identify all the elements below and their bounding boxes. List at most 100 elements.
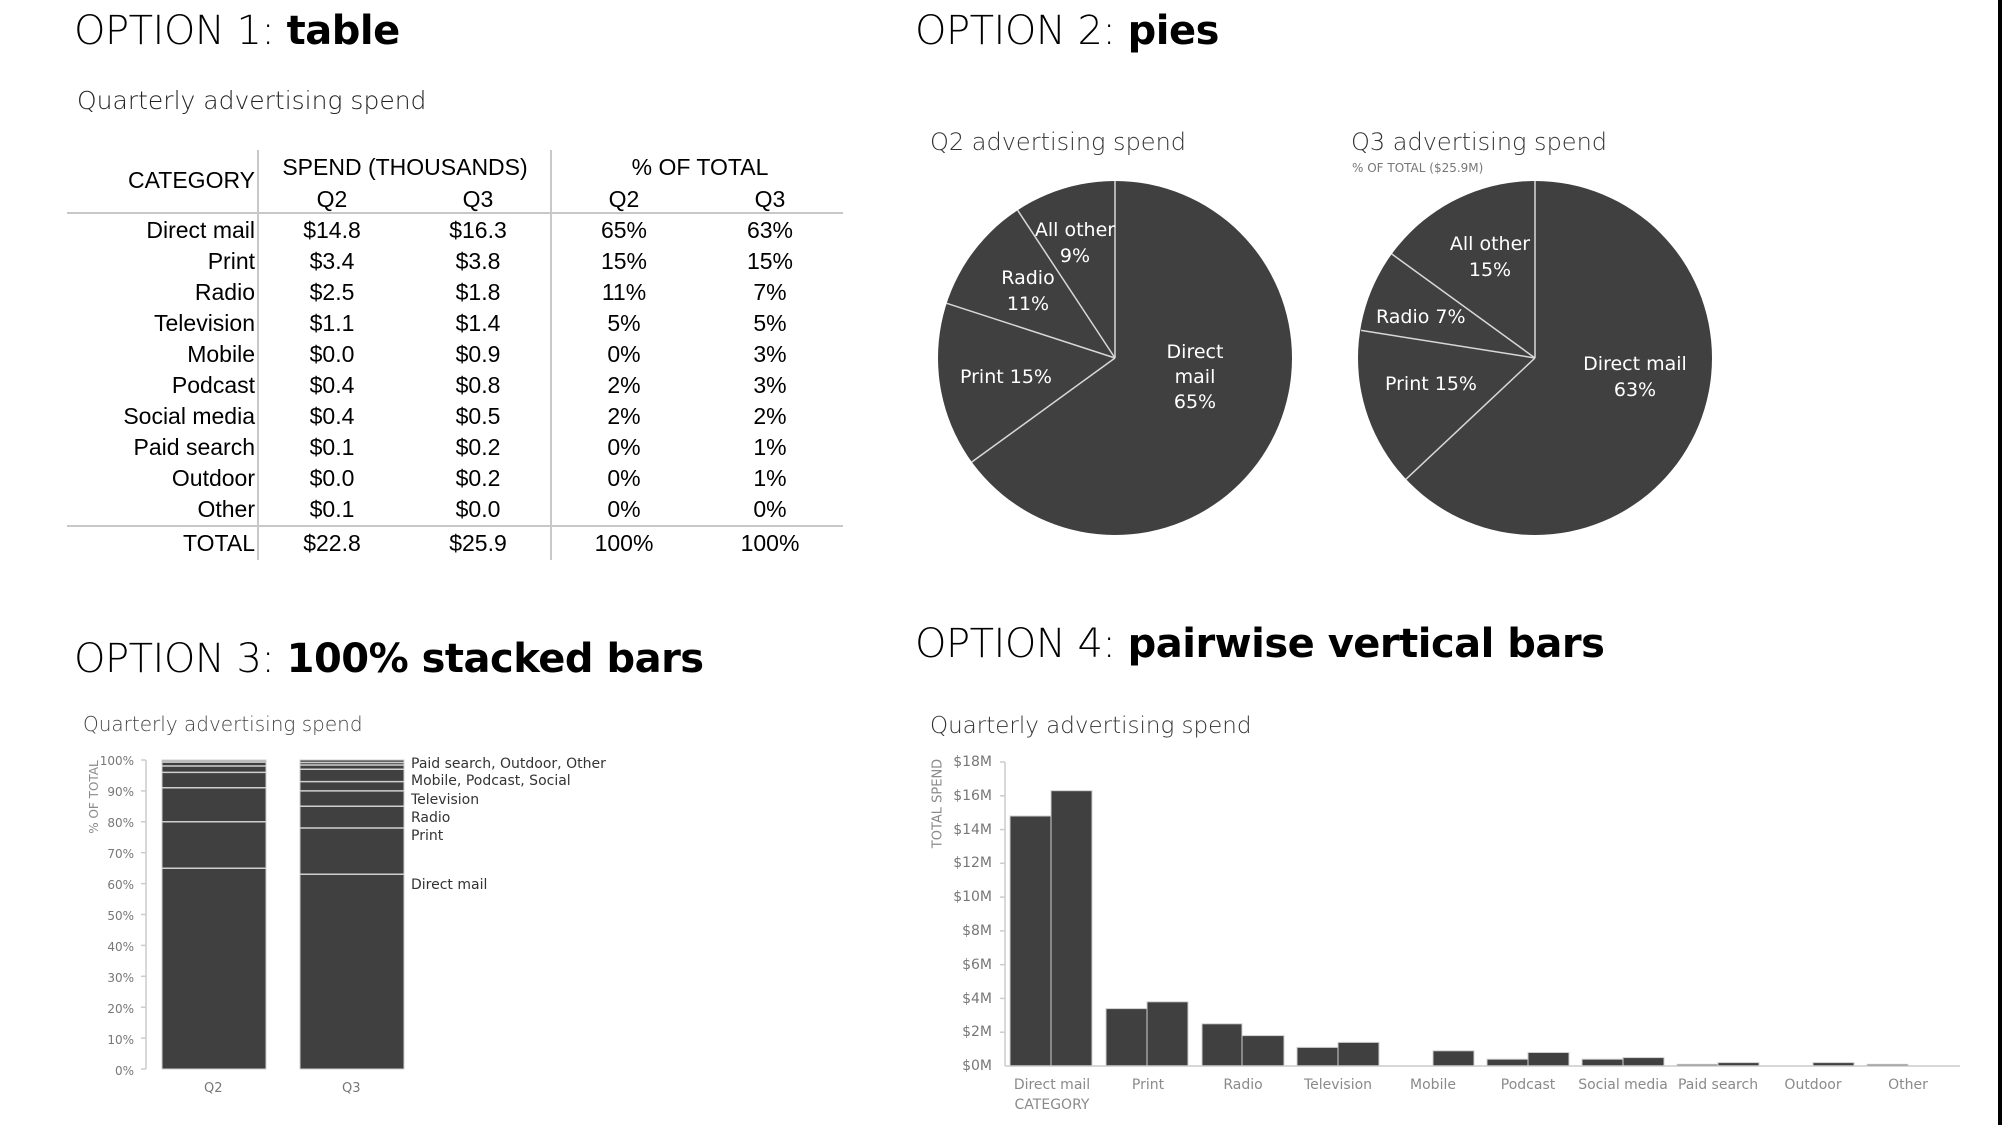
row-spend-q3: $1.4 [455,310,501,336]
option3-stacked-chart [141,759,405,1070]
row-spend-q2: $0.0 [309,341,355,367]
row-category: Television [154,310,255,336]
pie-q3-label-direct-mail: Direct mail 63% [1570,351,1700,403]
row-spend-q3: $16.3 [449,217,507,243]
ytick: $16M [953,788,992,804]
bar-television-q3 [1337,1041,1380,1067]
option2-heading-prefix: OPTION 2: [915,8,1128,54]
option4-xaxis-title: CATEGORY [1014,1097,1090,1113]
pie-label-line: All other [1034,219,1116,241]
window-edge [1998,0,2002,1125]
total-pct-q3: 100% [740,530,800,556]
ytick: 70% [107,847,134,861]
row-pct-q2: 0% [607,496,641,522]
pie-label-line: Direct mail [1583,353,1687,375]
table-total-rule [67,525,843,527]
bar-television-q2 [1296,1046,1339,1067]
row-pct-q3: 1% [753,465,787,491]
pie-q2-separator [1016,209,1116,359]
pie-label-line: 15% [1468,259,1512,281]
pie-q2-label-direct-mail: Direct mail 65% [1140,340,1250,415]
legend-item: Mobile, Podcast, Social [411,773,571,789]
row-pct-q2: 2% [607,403,641,429]
bar-direct-mail-q3 [1050,790,1093,1067]
ytick: 20% [107,1002,134,1016]
bar-social-media-q2 [1581,1058,1624,1067]
legend-item: Television [411,792,480,808]
xlabel: Other [1888,1077,1928,1093]
row-pct-q3: 5% [753,310,787,336]
row-spend-q3: $0.5 [455,403,501,429]
ytick: $12M [953,855,992,871]
row-spend-q3: $0.0 [455,496,501,522]
pie-label-line: 11% [1006,293,1050,315]
xlabel: Radio [1223,1077,1263,1093]
pie-label-line: Print 15% [960,366,1052,388]
row-category: Social media [123,403,255,429]
row-spend-q2: $0.1 [309,434,355,460]
row-category: Podcast [171,372,255,398]
ytick: 30% [107,971,134,985]
row-pct-q3: 0% [753,496,787,522]
pie-label-line: 9% [1059,245,1091,267]
pie-label-line: Radio 7% [1376,306,1466,328]
xlabel: Mobile [1410,1077,1456,1093]
xlabel: Direct mail [1013,1077,1091,1093]
xlabel: Print [1131,1077,1165,1093]
row-category: Outdoor [171,465,255,491]
row-spend-q3: $0.2 [455,434,501,460]
option4-bar-chart [1000,761,1960,1067]
row-category: Direct mail [146,217,255,243]
option3-heading-bold: 100% stacked bars [286,636,705,682]
ytick: $6M [962,957,992,973]
row-spend-q2: $0.4 [309,372,355,398]
ytick: 80% [107,816,134,830]
row-spend-q2: $0.0 [309,465,355,491]
xlabel: Television [1303,1077,1373,1093]
option3-subtitle: Quarterly advertising spend [83,712,363,736]
row-spend-q2: $2.5 [309,279,355,305]
pie-label-line: Direct [1166,341,1224,363]
row-spend-q3: $0.8 [455,372,501,398]
ytick: 50% [107,909,134,923]
option3-heading-prefix: OPTION 3: [74,636,287,682]
bar-radio-q3 [1241,1035,1285,1067]
option4-heading: OPTION 4: pairwise vertical bars [915,621,1605,667]
ytick: 60% [107,878,134,892]
bar-q2 [161,759,267,1070]
option2-heading: OPTION 2: pies [915,8,1219,54]
row-category: Paid search [133,434,255,460]
ytick: 90% [107,785,134,799]
legend-item: Print [411,828,444,844]
bar-print-q3 [1146,1001,1189,1067]
option1-subtitle: Quarterly advertising spend [77,86,427,115]
header-pct-group: % OF TOTAL [631,154,769,180]
header-spend-q2: Q2 [316,186,348,212]
ytick: $2M [962,1024,992,1040]
option1-heading: OPTION 1: table [74,8,400,54]
row-pct-q2: 2% [607,372,641,398]
header-category: CATEGORY [128,167,255,193]
xlabel: Podcast [1500,1077,1556,1093]
pie-q2-label-radio: Radio 11% [988,265,1068,317]
bar-podcast-q3 [1527,1052,1570,1067]
xlabel: Outdoor [1784,1077,1842,1093]
pie-label-line: All other [1449,233,1531,255]
row-pct-q2: 0% [607,341,641,367]
bar-mobile-q3 [1432,1050,1475,1067]
pie-q2-separator [946,302,1116,359]
pie-q2-label-print: Print 15% [960,366,1052,388]
option1-heading-bold: table [286,8,401,54]
row-spend-q2: $14.8 [303,217,361,243]
row-spend-q2: $3.4 [309,248,355,274]
option4-subtitle: Quarterly advertising spend [930,713,1252,739]
option3-yaxis: 100% 90% 80% 70% 60% 50% 40% 30% 20% 10%… [100,754,140,1084]
total-category: TOTAL [183,530,255,556]
row-pct-q2: 15% [600,248,648,274]
legend-item: Paid search, Outdoor, Other [411,756,606,772]
option3-xlabel-q2: Q2 [204,1081,223,1096]
pie-q3-label-all-other: All other 15% [1440,231,1540,283]
pie-q2-chart [938,181,1292,535]
total-pct-q2: 100% [594,530,654,556]
row-spend-q2: $0.4 [309,403,355,429]
